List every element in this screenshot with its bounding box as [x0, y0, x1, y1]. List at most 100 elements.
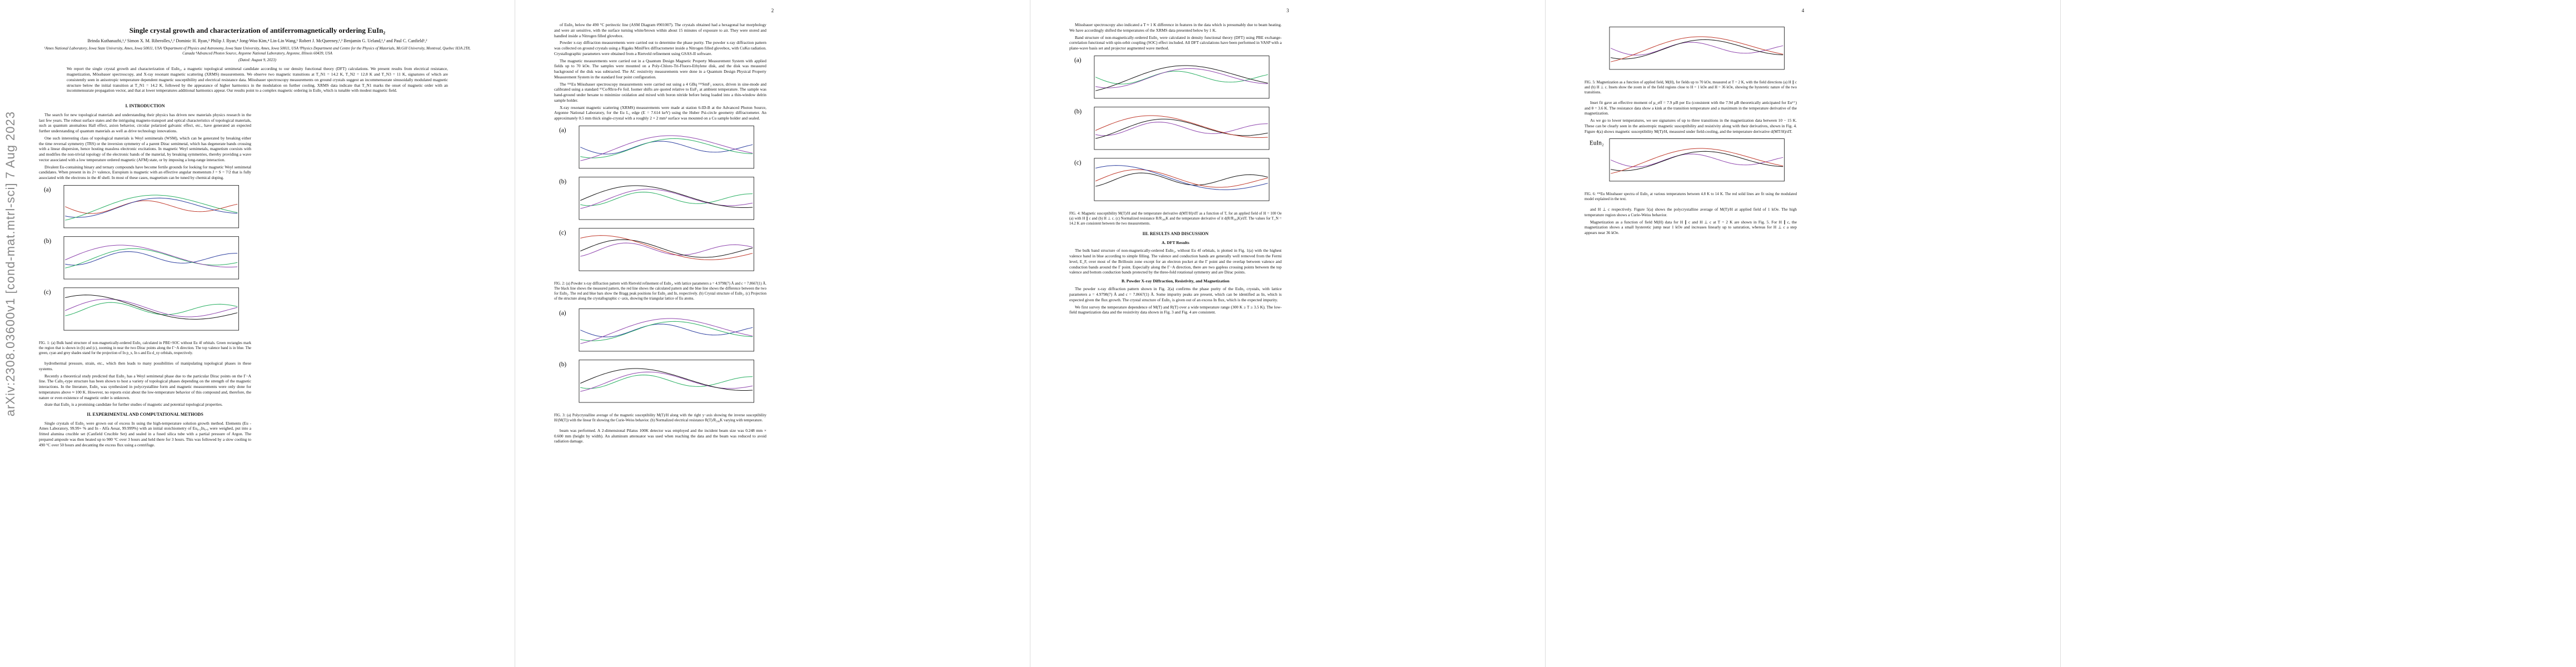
caption: FIG. 2: (a) Powder x-ray diffraction pat… [554, 282, 766, 301]
para: Single crystals of EuIn₂ were grown out … [39, 420, 251, 447]
figure-curve [1611, 151, 1783, 171]
para: hydrothermal pressure, strain, etc., whi… [39, 361, 251, 371]
figure-curve [580, 242, 753, 257]
figure-curve [580, 141, 753, 155]
para: The search for new topological materials… [39, 112, 251, 134]
figure: (a) (b) (c) [559, 126, 754, 271]
paper-page: Single crystal growth and characterizati… [0, 0, 515, 667]
figure-curve [580, 371, 753, 392]
figure-curve [1095, 121, 1268, 136]
figure-curve [65, 251, 238, 266]
subheading: B. Powder X-ray Diffraction, Resistivity… [1121, 278, 1230, 284]
caption: FIG. 3: (a) Polycrystalline average of t… [554, 414, 766, 422]
figure-curve [1095, 65, 1268, 91]
figure-curve [65, 197, 238, 218]
text-columns: FIG. 5: Magnetization as a function of a… [1585, 22, 2021, 642]
para: We first survey the temperature dependen… [1069, 304, 1282, 315]
caption: FIG. 5: Magnetization as a function of a… [1585, 80, 1797, 94]
page-number: 2 [771, 8, 774, 13]
para: Mössbauer spectroscopy also indicated a … [1069, 22, 1282, 33]
figure-curve [580, 318, 753, 344]
figure-curve [65, 248, 238, 268]
heading: I. INTRODUCTION [125, 103, 165, 109]
figure-curve [64, 298, 238, 317]
figure-curve [1095, 115, 1268, 138]
figure-curve [580, 368, 753, 391]
figure-curve [580, 321, 753, 341]
title: Single crystal growth and characterizati… [129, 26, 386, 34]
figure-panel-frame [63, 287, 239, 331]
figure-panel-frame [1609, 138, 1785, 182]
paper-page: 2 of EuIn₂ below the 490 °C peritectic li… [515, 0, 1030, 667]
panel-label: EuIn₂ [1590, 140, 1604, 147]
para: of EuIn₂ below the 490 °C peritectic lin… [554, 22, 766, 38]
figure-panel-frame [1094, 158, 1269, 201]
heading: III. RESULTS AND DISCUSSION [1142, 231, 1209, 236]
figure-curve [1095, 165, 1268, 190]
figure-curve [1611, 148, 1783, 175]
panel-label: (c) [559, 230, 566, 236]
para: beam was performed. A 2-dimensional Pila… [554, 427, 766, 444]
figure-curve [65, 195, 238, 221]
para: The powder x-ray diffraction pattern sho… [1069, 286, 1282, 302]
panel-label: (c) [1074, 160, 1082, 166]
figure-curve [580, 135, 753, 161]
panel-label: (a) [1074, 57, 1082, 64]
figure-panel-frame [579, 177, 754, 220]
panel-label: (a) [559, 127, 566, 134]
para: The magnetic measurements were carried o… [554, 58, 766, 79]
figure: (a) (b) [559, 308, 754, 403]
para: Magnetization as a function of field M(H… [1585, 219, 1797, 236]
para: and H ⊥ c respectively. Figure 5(a) show… [1585, 207, 1797, 217]
figure-curve [580, 235, 753, 260]
text-columns: of EuIn₂ below the 490 °C peritectic lin… [554, 22, 991, 642]
para: Recently a theoretical study predicted t… [39, 373, 251, 400]
figure-panel-frame [1094, 107, 1269, 150]
figure-curve [580, 323, 753, 337]
figure-curve [64, 245, 238, 267]
figure-curve [1611, 36, 1783, 62]
figure-curve [1611, 153, 1783, 168]
figure [1609, 27, 1785, 70]
para: The bulk band structure of non-magnetica… [1069, 248, 1282, 275]
authors: Brinda Kuthanazhi,¹,² Simon X. M. Ribero… [87, 38, 427, 44]
panel-label: (a) [559, 310, 566, 317]
panel-label: (c) [44, 289, 51, 296]
abstract: We report the single crystal growth and … [67, 66, 448, 93]
figure: (a) (b) (c) [1074, 55, 1269, 201]
para: X-ray resonant magnetic scattering (XRMS… [554, 104, 766, 121]
caption: FIG. 4: Magnetic susceptibility M(T)/H a… [1069, 211, 1282, 226]
figure: (a) (b) (c) [44, 185, 239, 331]
para: drate that EuIn₂ is a promising candidat… [44, 402, 223, 407]
figure-curve [65, 295, 238, 320]
subheading: A. DFT Results [1162, 240, 1189, 246]
panel-label: (b) [559, 178, 566, 185]
caption: FIG. 6: ¹⁵¹Eu Mössbauer spectra of EuIn₂… [1585, 192, 1797, 202]
figure-curve [580, 375, 753, 389]
figure-curve [1095, 172, 1268, 187]
figure: EuIn₂ [1590, 138, 1785, 182]
page-number: 4 [1801, 8, 1805, 13]
para: One such interesting class of topologica… [39, 135, 251, 162]
figure-curve [1095, 71, 1268, 84]
figure-curve [1095, 68, 1268, 88]
figure-curve [65, 302, 238, 316]
figure-curve [580, 188, 753, 209]
para: The ¹⁵¹Eu Mössbauer spectroscopy measure… [554, 81, 766, 103]
figure-curve [1095, 118, 1268, 139]
para: As we go to lower temperatures, we see s… [1585, 118, 1797, 134]
figure-curve [580, 239, 753, 258]
figure-curve [1611, 39, 1783, 59]
panel-label: (a) [44, 187, 51, 193]
figure-curve [1611, 42, 1783, 56]
affil: ¹Ames National Laboratory, Iowa State Un… [44, 46, 471, 56]
panel-label: (b) [44, 238, 51, 245]
paper-page: 3 Mössbauer spectroscopy also indicated a… [1030, 0, 1546, 667]
figure-curve [64, 200, 238, 214]
figure-panel-frame [1094, 55, 1269, 99]
para: Powder x-ray diffraction measurements we… [554, 40, 767, 56]
figure-curve [580, 192, 753, 206]
panel-label: (b) [559, 361, 566, 368]
figure-panel-frame [579, 228, 754, 271]
